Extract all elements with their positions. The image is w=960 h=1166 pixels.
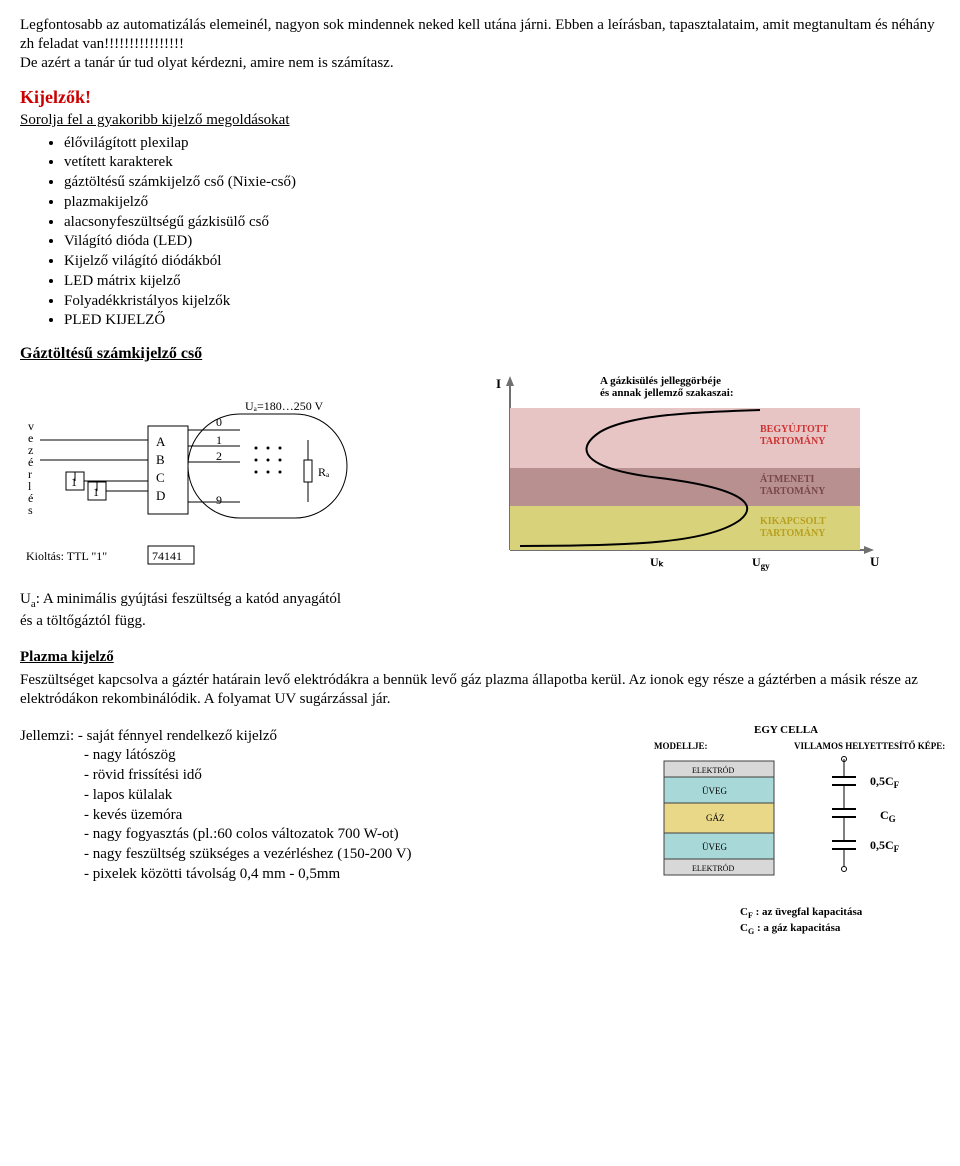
list-item: élővilágított plexilap: [64, 134, 940, 153]
cell-diagram: EGY CELLA MODELLJE: VILLAMOS HELYETTESÍT…: [644, 719, 954, 955]
jellemzi-block: Jellemzi: - saját fénnyel rendelkező kij…: [20, 727, 620, 884]
svg-text:A: A: [156, 434, 166, 449]
section2-heading: Gáztöltésű számkijelző cső: [20, 344, 940, 364]
svg-text:0,5CF: 0,5CF: [870, 774, 900, 790]
svg-text:Rₐ: Rₐ: [318, 465, 330, 479]
svg-text:TARTOMÁNY: TARTOMÁNY: [760, 485, 826, 497]
jellemzi-line: - nagy fogyasztás (pl.:60 colos változat…: [84, 825, 620, 844]
jellemzi-line: - rövid frissítési idő: [84, 766, 620, 785]
section1-heading: Kijelzők!: [20, 86, 940, 109]
svg-text:CG : a gáz kapacitása: CG : a gáz kapacitása: [740, 922, 841, 936]
discharge-curve-chart: A gázkisülés jelleggörbéje és annak jell…: [460, 370, 940, 586]
svg-text:KIKAPCSOLT: KIKAPCSOLT: [760, 516, 826, 527]
svg-text:Uₖ: Uₖ: [650, 555, 665, 569]
svg-text:1: 1: [71, 475, 77, 489]
svg-text:VILLAMOS HELYETTESÍTŐ KÉPE:: VILLAMOS HELYETTESÍTŐ KÉPE:: [794, 741, 945, 751]
section3-heading: Plazma kijelző: [20, 648, 940, 667]
section3: Plazma kijelző Feszültséget kapcsolva a …: [20, 648, 940, 954]
svg-text:TARTOMÁNY: TARTOMÁNY: [760, 435, 826, 447]
ua-post: : A minimális gyújtási feszültség a kató…: [36, 591, 341, 607]
svg-text:Uₐ=180…250 V: Uₐ=180…250 V: [245, 399, 323, 413]
list-item: Kijelző világító diódákból: [64, 252, 940, 271]
jellemzi-line: - nagy látószög: [84, 746, 620, 765]
svg-text:Kioltás: TTL "1": Kioltás: TTL "1": [26, 549, 107, 563]
section3-body: Feszültséget kapcsolva a gáztér határain…: [20, 671, 940, 709]
svg-text:GÁZ: GÁZ: [706, 813, 725, 823]
list-item: Világító dióda (LED): [64, 232, 940, 251]
svg-text:0,5CF: 0,5CF: [870, 838, 900, 854]
svg-text:1: 1: [216, 433, 222, 447]
list-item: gáztöltésű számkijelző cső (Nixie-cső): [64, 173, 940, 192]
nixie-schematic: vezérlés 1 1 A B C D 0 1 2: [20, 370, 440, 576]
intro-block: Legfontosabb az automatizálás elemeinél,…: [20, 16, 940, 72]
svg-text:Ugy: Ugy: [752, 555, 770, 571]
svg-text:ÜVEG: ÜVEG: [702, 786, 727, 796]
svg-text:B: B: [156, 452, 165, 467]
svg-text:U: U: [870, 554, 880, 569]
svg-text:I: I: [496, 376, 501, 391]
list-item: PLED KIJELZŐ: [64, 311, 940, 330]
svg-text:ÜVEG: ÜVEG: [702, 842, 727, 852]
ua-pre: U: [20, 591, 31, 607]
intro-p2: De azért a tanár úr tud olyat kérdezni, …: [20, 55, 394, 71]
jellemzi-line: - pixelek közötti távolság 0,4 mm - 0,5m…: [84, 865, 620, 884]
svg-text:74141: 74141: [152, 549, 182, 563]
svg-text:TARTOMÁNY: TARTOMÁNY: [760, 527, 826, 539]
section2-caption: Ua: A minimális gyújtási feszültség a ka…: [20, 590, 940, 631]
chart-title1: A gázkisülés jelleggörbéje: [600, 375, 721, 387]
svg-text:2: 2: [216, 449, 222, 463]
svg-text:CF : az üvegfal kapacitása: CF : az üvegfal kapacitása: [740, 906, 863, 920]
list-item: vetített karakterek: [64, 153, 940, 172]
jellemzi-line: - nagy feszültség szükséges a vezérléshe…: [84, 845, 620, 864]
list-item: plazmakijelző: [64, 193, 940, 212]
section2-figures: vezérlés 1 1 A B C D 0 1 2: [20, 370, 940, 586]
jellemzi-line: - kevés üzemóra: [84, 806, 620, 825]
list-item: LED mátrix kijelző: [64, 272, 940, 291]
svg-text:1: 1: [93, 485, 99, 499]
section1-list: élővilágított plexilap vetített karakter…: [20, 134, 940, 331]
svg-text:EGY CELLA: EGY CELLA: [754, 724, 818, 736]
caption2: és a töltőgáztól függ.: [20, 613, 146, 629]
jellemzi-lead: Jellemzi: - saját fénnyel rendelkező kij…: [20, 727, 620, 746]
svg-text:D: D: [156, 488, 165, 503]
svg-text:C: C: [156, 470, 165, 485]
list-item: Folyadékkristályos kijelzők: [64, 292, 940, 311]
section1-subhead: Sorolja fel a gyakoribb kijelző megoldás…: [20, 111, 940, 130]
intro-p1: Legfontosabb az automatizálás elemeinél,…: [20, 17, 935, 52]
svg-text:9: 9: [216, 493, 222, 507]
svg-text:vezérlés: vezérlés: [28, 419, 34, 517]
chart-title2: és annak jellemző szakaszai:: [600, 387, 734, 399]
svg-text:ÁTMENETI: ÁTMENETI: [760, 473, 815, 485]
svg-text:ELEKTRÓD: ELEKTRÓD: [692, 863, 734, 873]
svg-text:BEGYÚJTOTT: BEGYÚJTOTT: [760, 423, 828, 435]
svg-text:ELEKTRÓD: ELEKTRÓD: [692, 765, 734, 775]
jellemzi-line: - lapos külalak: [84, 786, 620, 805]
svg-text:CG: CG: [880, 808, 896, 824]
list-item: alacsonyfeszültségű gázkisülő cső: [64, 213, 940, 232]
svg-text:MODELLJE:: MODELLJE:: [654, 741, 708, 751]
